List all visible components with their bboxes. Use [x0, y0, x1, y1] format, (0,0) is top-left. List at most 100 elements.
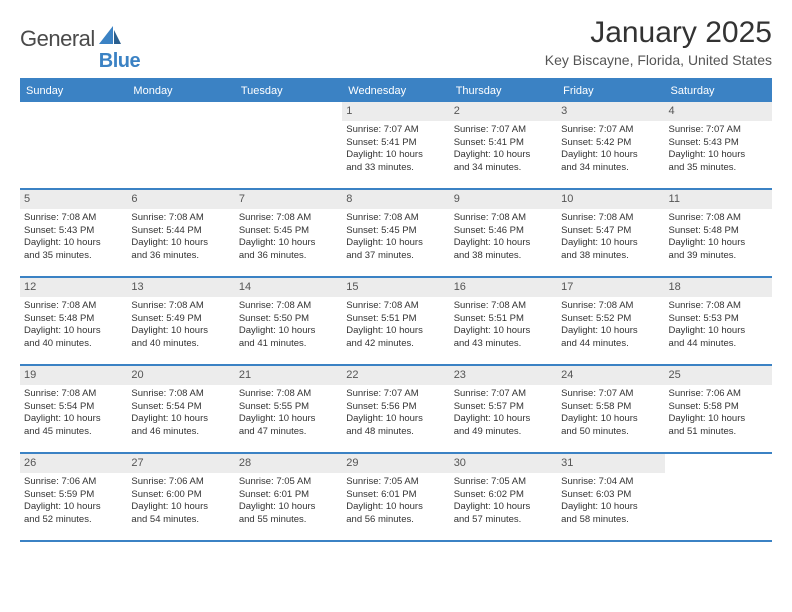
day-number: 3: [557, 102, 664, 121]
day-sunrise: Sunrise: 7:08 AM: [24, 388, 123, 401]
day-daylight1: Daylight: 10 hours: [239, 237, 338, 250]
day-sunset: Sunset: 5:48 PM: [669, 225, 768, 238]
day-daylight1: Daylight: 10 hours: [346, 325, 445, 338]
day-number: 26: [20, 454, 127, 473]
calendar-day: 16Sunrise: 7:08 AMSunset: 5:51 PMDayligh…: [450, 278, 557, 364]
day-sunrise: Sunrise: 7:07 AM: [454, 388, 553, 401]
day-daylight2: and 57 minutes.: [454, 514, 553, 527]
day-sunset: Sunset: 5:45 PM: [346, 225, 445, 238]
day-daylight1: Daylight: 10 hours: [346, 149, 445, 162]
day-sunrise: Sunrise: 7:08 AM: [669, 300, 768, 313]
day-sunrise: Sunrise: 7:08 AM: [346, 212, 445, 225]
day-sunrise: Sunrise: 7:05 AM: [346, 476, 445, 489]
calendar-day: 25Sunrise: 7:06 AMSunset: 5:58 PMDayligh…: [665, 366, 772, 452]
day-sunset: Sunset: 5:44 PM: [131, 225, 230, 238]
calendar-day: .: [235, 102, 342, 188]
day-sunrise: Sunrise: 7:05 AM: [239, 476, 338, 489]
calendar-day: 10Sunrise: 7:08 AMSunset: 5:47 PMDayligh…: [557, 190, 664, 276]
day-sunset: Sunset: 5:48 PM: [24, 313, 123, 326]
day-sunset: Sunset: 5:50 PM: [239, 313, 338, 326]
day-daylight1: Daylight: 10 hours: [669, 237, 768, 250]
calendar-page: General Blue January 2025 Key Biscayne, …: [0, 0, 792, 612]
calendar-day: 5Sunrise: 7:08 AMSunset: 5:43 PMDaylight…: [20, 190, 127, 276]
day-sunset: Sunset: 5:49 PM: [131, 313, 230, 326]
day-sunrise: Sunrise: 7:08 AM: [239, 212, 338, 225]
day-sunset: Sunset: 6:01 PM: [239, 489, 338, 502]
day-daylight2: and 35 minutes.: [24, 250, 123, 263]
day-number: 7: [235, 190, 342, 209]
day-sunrise: Sunrise: 7:08 AM: [24, 212, 123, 225]
calendar-week: 12Sunrise: 7:08 AMSunset: 5:48 PMDayligh…: [20, 278, 772, 366]
day-daylight2: and 56 minutes.: [346, 514, 445, 527]
day-daylight2: and 44 minutes.: [561, 338, 660, 351]
day-sunrise: Sunrise: 7:08 AM: [561, 300, 660, 313]
day-number: 27: [127, 454, 234, 473]
day-number: 13: [127, 278, 234, 297]
day-daylight2: and 49 minutes.: [454, 426, 553, 439]
calendar-day: .: [665, 454, 772, 540]
day-number: 12: [20, 278, 127, 297]
weekday-header: Tuesday: [235, 80, 342, 102]
day-sunset: Sunset: 5:43 PM: [669, 137, 768, 150]
day-sunrise: Sunrise: 7:08 AM: [131, 300, 230, 313]
calendar-week: 19Sunrise: 7:08 AMSunset: 5:54 PMDayligh…: [20, 366, 772, 454]
title-block: January 2025 Key Biscayne, Florida, Unit…: [545, 16, 772, 68]
day-daylight2: and 47 minutes.: [239, 426, 338, 439]
day-daylight2: and 41 minutes.: [239, 338, 338, 351]
weekday-header: Thursday: [450, 80, 557, 102]
day-sunset: Sunset: 5:53 PM: [669, 313, 768, 326]
day-daylight2: and 46 minutes.: [131, 426, 230, 439]
day-number: 16: [450, 278, 557, 297]
day-sunrise: Sunrise: 7:08 AM: [454, 212, 553, 225]
day-sunrise: Sunrise: 7:08 AM: [454, 300, 553, 313]
day-sunset: Sunset: 5:41 PM: [454, 137, 553, 150]
day-sunset: Sunset: 5:57 PM: [454, 401, 553, 414]
calendar-day: 19Sunrise: 7:08 AMSunset: 5:54 PMDayligh…: [20, 366, 127, 452]
day-daylight1: Daylight: 10 hours: [454, 237, 553, 250]
day-daylight1: Daylight: 10 hours: [239, 501, 338, 514]
calendar-day: 21Sunrise: 7:08 AMSunset: 5:55 PMDayligh…: [235, 366, 342, 452]
calendar-day: 28Sunrise: 7:05 AMSunset: 6:01 PMDayligh…: [235, 454, 342, 540]
weekday-header: Monday: [127, 80, 234, 102]
calendar-day: .: [20, 102, 127, 188]
calendar-day: 4Sunrise: 7:07 AMSunset: 5:43 PMDaylight…: [665, 102, 772, 188]
day-daylight2: and 33 minutes.: [346, 162, 445, 175]
day-sunrise: Sunrise: 7:08 AM: [239, 300, 338, 313]
day-sunrise: Sunrise: 7:04 AM: [561, 476, 660, 489]
calendar-day: 17Sunrise: 7:08 AMSunset: 5:52 PMDayligh…: [557, 278, 664, 364]
day-daylight2: and 40 minutes.: [131, 338, 230, 351]
day-sunrise: Sunrise: 7:06 AM: [669, 388, 768, 401]
day-sunset: Sunset: 5:41 PM: [346, 137, 445, 150]
day-number: 29: [342, 454, 449, 473]
day-daylight2: and 50 minutes.: [561, 426, 660, 439]
day-daylight1: Daylight: 10 hours: [24, 501, 123, 514]
day-sunrise: Sunrise: 7:05 AM: [454, 476, 553, 489]
day-sunset: Sunset: 5:52 PM: [561, 313, 660, 326]
day-number: 19: [20, 366, 127, 385]
day-number: 8: [342, 190, 449, 209]
day-daylight1: Daylight: 10 hours: [131, 237, 230, 250]
day-number: 21: [235, 366, 342, 385]
calendar-grid: Sunday Monday Tuesday Wednesday Thursday…: [20, 78, 772, 542]
day-daylight1: Daylight: 10 hours: [454, 501, 553, 514]
day-sunset: Sunset: 6:02 PM: [454, 489, 553, 502]
day-daylight1: Daylight: 10 hours: [561, 149, 660, 162]
calendar-day: 3Sunrise: 7:07 AMSunset: 5:42 PMDaylight…: [557, 102, 664, 188]
day-sunrise: Sunrise: 7:08 AM: [24, 300, 123, 313]
calendar-day: 20Sunrise: 7:08 AMSunset: 5:54 PMDayligh…: [127, 366, 234, 452]
day-sunrise: Sunrise: 7:07 AM: [561, 388, 660, 401]
day-number: 25: [665, 366, 772, 385]
day-sunrise: Sunrise: 7:06 AM: [24, 476, 123, 489]
calendar-day: 18Sunrise: 7:08 AMSunset: 5:53 PMDayligh…: [665, 278, 772, 364]
day-daylight1: Daylight: 10 hours: [24, 237, 123, 250]
day-daylight2: and 45 minutes.: [24, 426, 123, 439]
day-daylight1: Daylight: 10 hours: [561, 325, 660, 338]
calendar-day: 1Sunrise: 7:07 AMSunset: 5:41 PMDaylight…: [342, 102, 449, 188]
calendar-day: 8Sunrise: 7:08 AMSunset: 5:45 PMDaylight…: [342, 190, 449, 276]
day-daylight2: and 44 minutes.: [669, 338, 768, 351]
day-sunset: Sunset: 5:58 PM: [669, 401, 768, 414]
day-number: 15: [342, 278, 449, 297]
day-sunset: Sunset: 5:45 PM: [239, 225, 338, 238]
day-daylight2: and 54 minutes.: [131, 514, 230, 527]
day-daylight2: and 36 minutes.: [131, 250, 230, 263]
